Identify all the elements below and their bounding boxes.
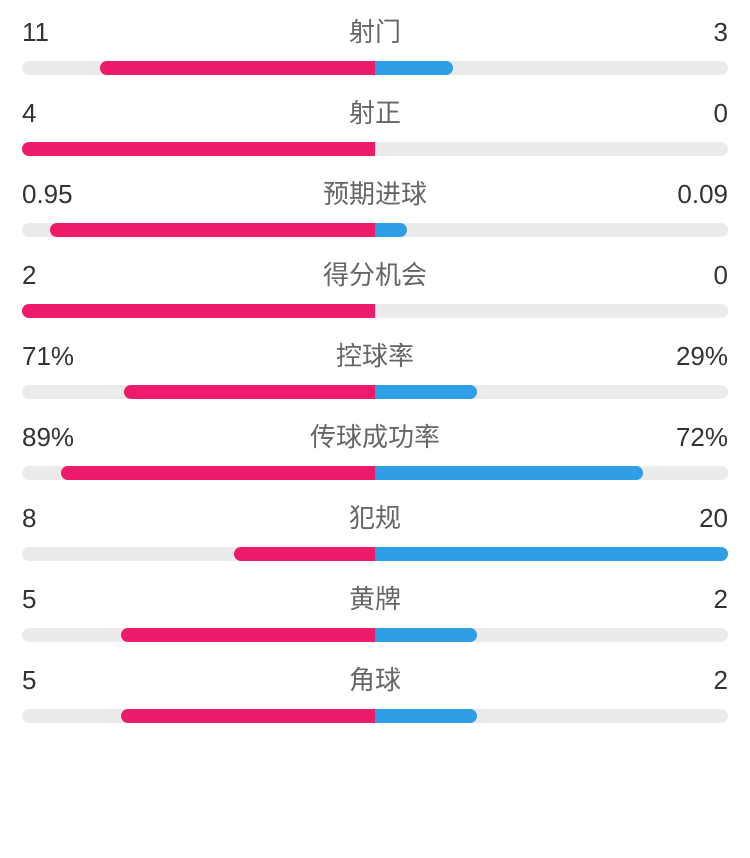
- stat-bar-fill-right: [375, 628, 477, 642]
- stat-label: 得分机会: [82, 255, 668, 292]
- stat-value-left: 11: [22, 17, 82, 48]
- stat-label: 射门: [82, 12, 668, 49]
- stat-bar-fill-right: [375, 61, 453, 75]
- stat-bar-fill-left: [100, 61, 375, 75]
- stat-value-left: 71%: [22, 341, 82, 372]
- stat-labels: 4射正0: [22, 93, 728, 130]
- stat-bar-fill-left: [234, 547, 375, 561]
- stat-bar-half-left: [22, 304, 375, 318]
- stat-labels: 11射门3: [22, 12, 728, 49]
- stat-bar-fill-left: [61, 466, 375, 480]
- stat-labels: 2得分机会0: [22, 255, 728, 292]
- stat-bar-half-left: [22, 61, 375, 75]
- stat-bar-half-left: [22, 709, 375, 723]
- stat-labels: 0.95预期进球0.09: [22, 174, 728, 211]
- stat-value-right: 20: [668, 503, 728, 534]
- stat-value-right: 0: [668, 98, 728, 129]
- stat-bar-fill-right: [375, 466, 643, 480]
- stat-bar-half-left: [22, 142, 375, 156]
- stat-bar-half-right: [375, 61, 728, 75]
- stat-bar-fill-left: [22, 142, 375, 156]
- stat-bar-track: [22, 709, 728, 723]
- stat-bar-fill-left: [121, 709, 375, 723]
- stat-label: 控球率: [82, 336, 668, 373]
- stat-row: 2得分机会0: [22, 255, 728, 318]
- stat-bar-fill-right: [375, 547, 728, 561]
- stat-row: 5角球2: [22, 660, 728, 723]
- stat-value-right: 2: [668, 584, 728, 615]
- stat-value-right: 0.09: [668, 179, 728, 210]
- stat-bar-fill-left: [121, 628, 375, 642]
- stat-bar-half-right: [375, 547, 728, 561]
- stat-label: 预期进球: [82, 174, 668, 211]
- stat-labels: 71%控球率29%: [22, 336, 728, 373]
- stat-value-left: 8: [22, 503, 82, 534]
- stat-bar-track: [22, 223, 728, 237]
- stat-labels: 5角球2: [22, 660, 728, 697]
- stat-bar-fill-left: [124, 385, 375, 399]
- stat-value-right: 3: [668, 17, 728, 48]
- stat-value-right: 2: [668, 665, 728, 696]
- stat-label: 传球成功率: [82, 417, 668, 454]
- stat-row: 11射门3: [22, 12, 728, 75]
- stat-value-left: 0.95: [22, 179, 82, 210]
- stat-row: 89%传球成功率72%: [22, 417, 728, 480]
- stat-labels: 8犯规20: [22, 498, 728, 535]
- stat-row: 0.95预期进球0.09: [22, 174, 728, 237]
- match-stats-list: 11射门34射正00.95预期进球0.092得分机会071%控球率29%89%传…: [22, 12, 728, 723]
- stat-bar-fill-right: [375, 223, 407, 237]
- stat-bar-half-right: [375, 223, 728, 237]
- stat-bar-half-right: [375, 466, 728, 480]
- stat-label: 角球: [82, 660, 668, 697]
- stat-label: 黄牌: [82, 579, 668, 616]
- stat-bar-track: [22, 142, 728, 156]
- stat-labels: 5黄牌2: [22, 579, 728, 616]
- stat-label: 犯规: [82, 498, 668, 535]
- stat-row: 5黄牌2: [22, 579, 728, 642]
- stat-value-right: 72%: [668, 422, 728, 453]
- stat-value-left: 5: [22, 665, 82, 696]
- stat-value-right: 29%: [668, 341, 728, 372]
- stat-value-left: 5: [22, 584, 82, 615]
- stat-bar-track: [22, 628, 728, 642]
- stat-bar-track: [22, 466, 728, 480]
- stat-bar-fill-right: [375, 709, 477, 723]
- stat-row: 4射正0: [22, 93, 728, 156]
- stat-bar-half-left: [22, 547, 375, 561]
- stat-bar-track: [22, 304, 728, 318]
- stat-bar-fill-left: [22, 304, 375, 318]
- stat-bar-half-right: [375, 709, 728, 723]
- stat-bar-half-left: [22, 385, 375, 399]
- stat-bar-track: [22, 61, 728, 75]
- stat-value-left: 89%: [22, 422, 82, 453]
- stat-bar-half-right: [375, 628, 728, 642]
- stat-labels: 89%传球成功率72%: [22, 417, 728, 454]
- stat-bar-half-right: [375, 142, 728, 156]
- stat-bar-fill-right: [375, 385, 477, 399]
- stat-label: 射正: [82, 93, 668, 130]
- stat-bar-half-left: [22, 466, 375, 480]
- stat-bar-track: [22, 547, 728, 561]
- stat-bar-half-left: [22, 628, 375, 642]
- stat-value-right: 0: [668, 260, 728, 291]
- stat-value-left: 4: [22, 98, 82, 129]
- stat-row: 71%控球率29%: [22, 336, 728, 399]
- stat-row: 8犯规20: [22, 498, 728, 561]
- stat-bar-fill-left: [50, 223, 375, 237]
- stat-bar-half-right: [375, 304, 728, 318]
- stat-bar-half-right: [375, 385, 728, 399]
- stat-value-left: 2: [22, 260, 82, 291]
- stat-bar-half-left: [22, 223, 375, 237]
- stat-bar-track: [22, 385, 728, 399]
